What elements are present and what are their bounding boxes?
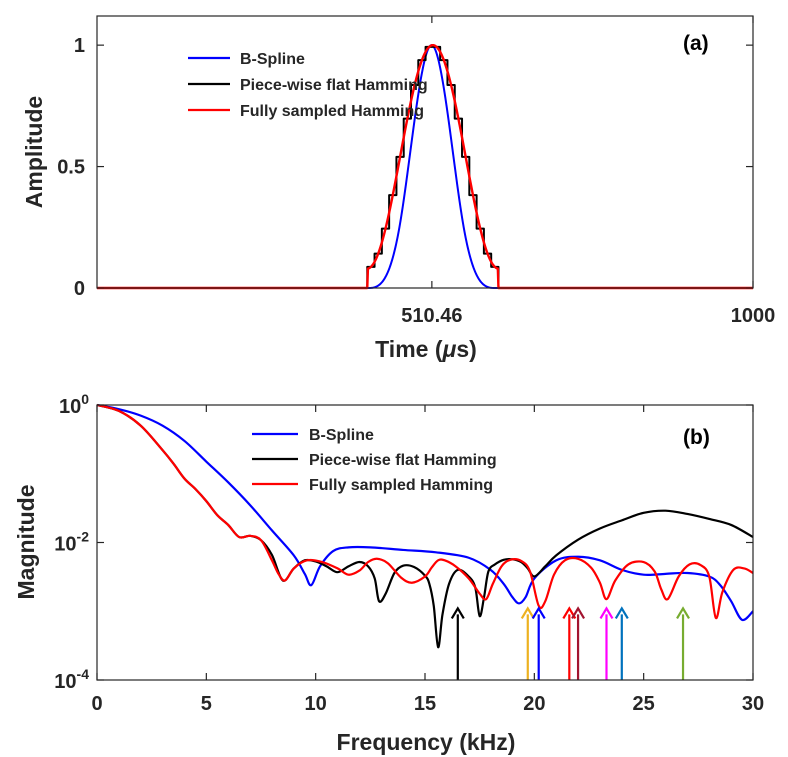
panel-b-arrow-head: [614, 606, 629, 619]
panel-b-y-label: Magnitude: [13, 485, 39, 600]
panel-b-arrow: [571, 606, 586, 680]
panel-b-arrow: [531, 606, 546, 680]
panel-a-x-label: Time (μs): [375, 336, 477, 362]
panel-b-x-tick-label: 5: [201, 693, 212, 715]
panel-b-y-tick-label: 100: [59, 391, 89, 418]
panel-b-arrow: [614, 606, 629, 680]
panel-a-y-tick-label: 0: [74, 278, 85, 300]
panel-a-x-tick-label: 510.46: [401, 305, 462, 327]
panel-b: 0 5 10 15 20 25 30 100 10-2 10-4 (b) Magnitude Fr…: [13, 391, 764, 755]
panel-b-arrow-head: [599, 606, 614, 619]
panel-a-x-label-unit: μ: [442, 336, 457, 362]
panel-b-x-label: Frequency (kHz): [337, 729, 516, 755]
panel-b-arrow: [562, 606, 577, 680]
panel-b-ticks: [96, 404, 754, 681]
panel-a-tick-labels: 510.46 1000 0 0.5 1: [57, 35, 775, 327]
panel-b-y-tick-label: 10-4: [54, 666, 89, 693]
panel-b-arrow-head: [676, 606, 690, 619]
panel-a-x-label-main: Time (: [375, 336, 443, 362]
panel-b-tick-labels: 0 5 10 15 20 25 30 100 10-2 10-4: [54, 391, 764, 715]
panel-b-x-tick-label: 10: [305, 693, 327, 715]
panel-a-y-label: Amplitude: [21, 96, 47, 208]
panel-a-legend: B-Spline Piece-wise flat Hamming Fully s…: [188, 51, 428, 120]
panel-b-legend: B-Spline Piece-wise flat Hamming Fully s…: [252, 427, 497, 494]
panel-a-x-label-tail: s): [456, 336, 476, 362]
panel-b-x-tick-label: 15: [414, 693, 436, 715]
panel-b-legend-label-bspline: B-Spline: [309, 427, 374, 444]
panel-b-x-tick-label: 25: [633, 693, 655, 715]
panel-b-arrow-head: [531, 606, 546, 619]
panel-b-y-tick-label: 10-2: [54, 529, 89, 556]
panel-b-arrow-head: [520, 606, 535, 619]
panel-b-label: (b): [683, 426, 710, 449]
panel-b-arrow: [599, 606, 614, 680]
panel-b-arrow: [450, 606, 465, 680]
panel-b-lines: [96, 403, 754, 649]
panel-b-x-tick-label: 0: [91, 693, 102, 715]
panel-b-x-tick-label: 20: [523, 693, 545, 715]
panel-b-arrows: [450, 606, 690, 680]
panel-b-frame: [96, 404, 754, 681]
panel-a-legend-label-bspline: B-Spline: [240, 51, 305, 68]
panel-b-arrow-head: [571, 606, 586, 619]
panel-a-y-tick-label: 0.5: [57, 157, 85, 179]
panel-a-legend-label-piecewise: Piece-wise flat Hamming: [240, 77, 428, 94]
panel-b-x-tick-label: 30: [742, 693, 764, 715]
panel-b-legend-label-piecewise: Piece-wise flat Hamming: [309, 452, 497, 469]
panel-b-arrow-head: [450, 606, 465, 619]
panel-b-series-fully-sampled-hamming: [96, 403, 754, 620]
panel-a-x-tick-label: 1000: [731, 305, 776, 327]
panel-a-frame: [96, 15, 754, 289]
panel-a-ticks: [97, 16, 754, 289]
panel-a-legend-label-fully: Fully sampled Hamming: [240, 103, 424, 120]
panel-a-label: (a): [683, 32, 709, 55]
panel-a-y-tick-label: 1: [74, 35, 85, 57]
panel-b-legend-label-fully: Fully sampled Hamming: [309, 477, 493, 494]
panel-b-series-piece-wise-flat-hamming: [96, 403, 754, 649]
panel-b-arrow: [520, 606, 535, 680]
panel-b-arrow: [676, 606, 690, 680]
panel-b-series-b-spline: [96, 403, 754, 622]
